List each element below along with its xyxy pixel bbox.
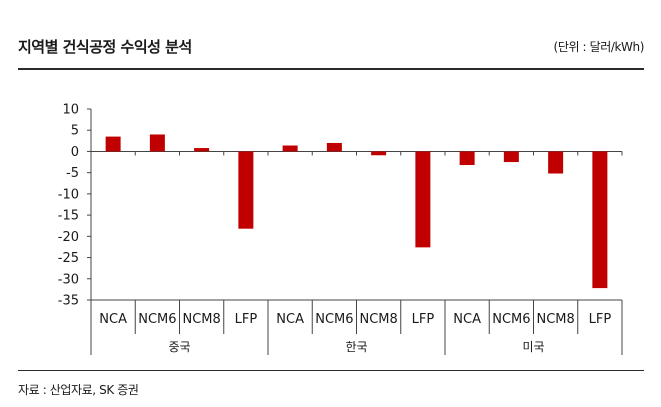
category-label: NCM8 (536, 312, 574, 327)
y-tick-label: 5 (71, 124, 79, 139)
bar-lfp-12 (592, 151, 608, 289)
y-tick-label: -35 (58, 294, 79, 309)
unit-label: (단위 : 달러/kWh) (553, 40, 645, 54)
category-label: NCM6 (492, 312, 530, 327)
bar-ncm8-3 (194, 148, 210, 152)
bar-ncm8-7 (371, 151, 387, 156)
top-divider (18, 68, 644, 70)
category-label: NCM8 (359, 312, 397, 327)
y-tick-label: -25 (58, 251, 79, 266)
bar-ncm6-2 (149, 134, 165, 152)
category-label: NCA (99, 312, 127, 327)
y-tick-label: -15 (58, 209, 79, 224)
y-tick-label: -5 (66, 166, 79, 181)
category-label: NCM6 (138, 312, 176, 327)
y-tick-label: 0 (71, 145, 79, 160)
group-label: 한국 (345, 340, 367, 354)
y-tick-label: -20 (58, 230, 79, 245)
bar-lfp-8 (415, 151, 431, 248)
bar-nca-9 (459, 151, 475, 166)
y-tick-label: -30 (58, 272, 79, 287)
bar-nca-1 (105, 136, 121, 152)
bar-ncm6-6 (326, 142, 342, 152)
chart-header: 지역별 건식공정 수익성 분석 (단위 : 달러/kWh) (18, 36, 644, 60)
category-label: NCM6 (315, 312, 353, 327)
category-label: NCA (276, 312, 304, 327)
source-note: 자료 : 산업자료, SK 증권 (18, 383, 139, 397)
bar-ncm6-10 (503, 151, 519, 163)
chart-title: 지역별 건식공정 수익성 분석 (18, 38, 192, 56)
bar-nca-5 (282, 145, 298, 152)
bottom-divider (18, 370, 644, 371)
category-label: LFP (412, 312, 435, 327)
category-label: NCA (453, 312, 481, 327)
bar-ncm8-11 (548, 151, 564, 174)
category-label: LFP (589, 312, 612, 327)
group-label: 중국 (168, 340, 190, 354)
y-tick-label: -10 (58, 187, 79, 202)
bar-lfp-4 (238, 151, 254, 229)
group-label: 미국 (522, 340, 544, 354)
category-label: LFP (235, 312, 258, 327)
category-label: NCM8 (182, 312, 220, 327)
y-tick-label: 10 (62, 103, 79, 118)
